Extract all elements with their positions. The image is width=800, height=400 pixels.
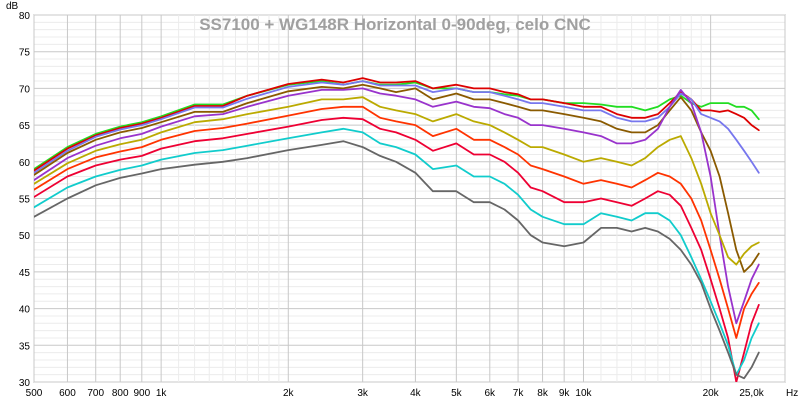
- series-lines: [34, 77, 760, 382]
- series-line-9: [34, 127, 760, 376]
- y-tick-label: 45: [19, 268, 31, 279]
- y-tick-label: 35: [19, 341, 31, 352]
- x-axis-unit-label: Hz: [786, 388, 798, 399]
- x-tick-label: 4k: [410, 388, 422, 399]
- series-line-6: [34, 96, 760, 266]
- x-tick-label: 10k: [575, 388, 592, 399]
- y-axis-label: dB: [6, 1, 19, 12]
- series-line-1: [34, 80, 760, 171]
- y-tick-label: 60: [19, 158, 31, 169]
- series-line-5: [34, 87, 760, 325]
- x-tick-label: 9k: [559, 388, 571, 399]
- series-line-7: [34, 105, 760, 339]
- y-tick-label: 30: [19, 378, 31, 389]
- x-tick-label: 25,0k: [739, 388, 764, 399]
- x-tick-label: 700: [87, 388, 104, 399]
- y-tick-label: 55: [19, 195, 31, 206]
- grid-lines: [33, 14, 786, 383]
- x-tick-label: 3k: [357, 388, 369, 399]
- series-line-3: [34, 80, 760, 174]
- x-tick-label: 5k: [451, 388, 463, 399]
- x-tick-label: 7k: [513, 388, 525, 399]
- x-tick-label: 900: [133, 388, 150, 399]
- chart-title: SS7100 + WG148R Horizontal 0-90deg, celo…: [199, 15, 591, 34]
- series-line-2: [34, 77, 760, 172]
- y-tick-label: 40: [19, 305, 31, 316]
- tick-labels: 500 600 700 800 900 1k 2k 3k 4k 5k 6k 7k 8k 9k 10k 20k 2…: [19, 11, 765, 399]
- x-tick-label: 500: [26, 388, 43, 399]
- x-tick-label: 2k: [283, 388, 295, 399]
- x-tick-label: 6k: [485, 388, 497, 399]
- y-tick-label: 75: [19, 48, 31, 59]
- y-tick-label: 50: [19, 231, 31, 242]
- x-tick-label: 800: [112, 388, 129, 399]
- y-tick-label: 80: [19, 11, 31, 22]
- series-line-10: [34, 140, 760, 380]
- y-tick-label: 70: [19, 84, 31, 95]
- x-tick-label: 20k: [703, 388, 720, 399]
- series-line-8: [34, 116, 760, 382]
- x-tick-label: 1k: [156, 388, 168, 399]
- x-tick-label: 8k: [537, 388, 549, 399]
- y-tick-label: 65: [19, 121, 31, 132]
- x-tick-label: 600: [59, 388, 76, 399]
